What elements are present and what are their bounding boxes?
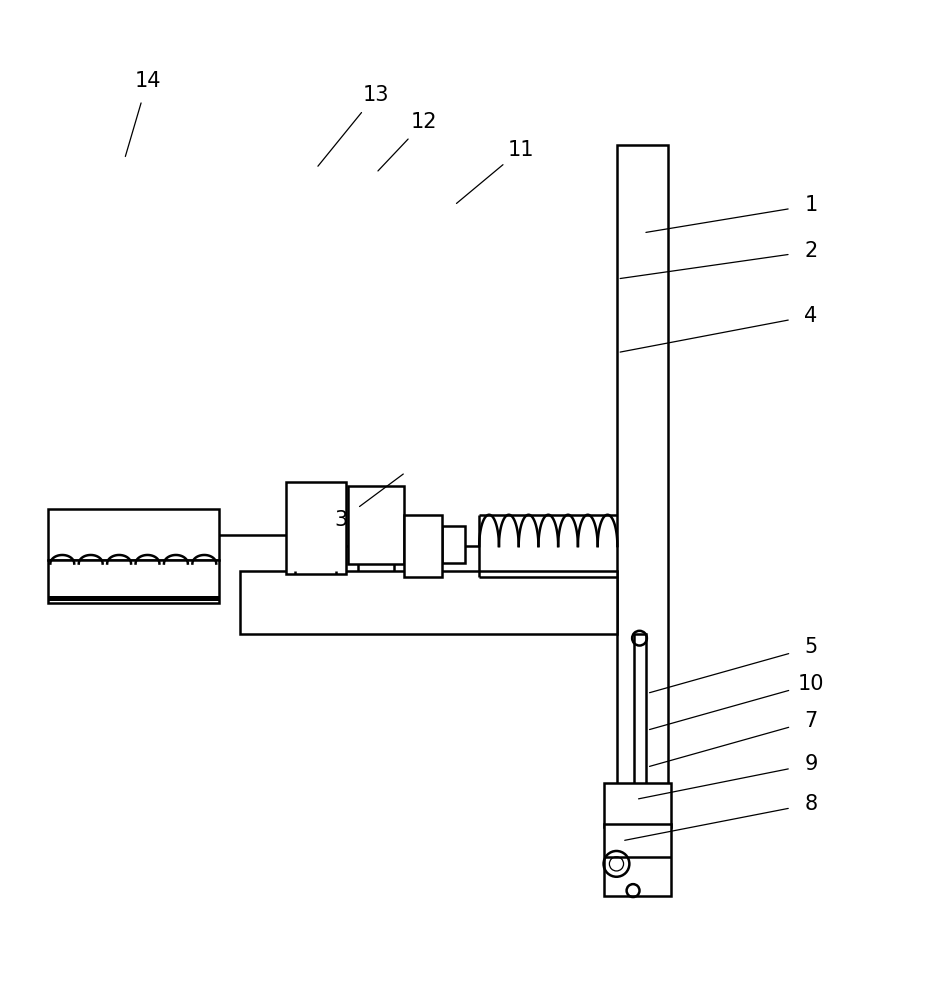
Text: 1: 1 — [805, 195, 818, 215]
Bar — [240, 571, 618, 634]
Text: 7: 7 — [805, 711, 818, 731]
Text: 12: 12 — [411, 112, 437, 132]
Text: 3: 3 — [335, 510, 348, 530]
Text: 14: 14 — [134, 71, 161, 91]
Bar — [618, 145, 668, 855]
Bar — [286, 482, 346, 574]
Text: 13: 13 — [363, 85, 389, 105]
Bar — [349, 486, 403, 564]
Bar — [603, 783, 671, 827]
Bar — [443, 526, 465, 563]
Bar — [403, 515, 443, 577]
Text: 5: 5 — [805, 637, 818, 657]
Text: 11: 11 — [508, 140, 534, 160]
Bar — [603, 824, 671, 896]
Bar — [48, 509, 218, 560]
Text: 9: 9 — [804, 754, 818, 774]
Bar — [48, 560, 218, 603]
Text: 2: 2 — [805, 241, 818, 261]
Bar — [634, 634, 646, 864]
Text: 10: 10 — [798, 674, 824, 694]
Text: 4: 4 — [805, 306, 818, 326]
Text: 8: 8 — [805, 794, 818, 814]
